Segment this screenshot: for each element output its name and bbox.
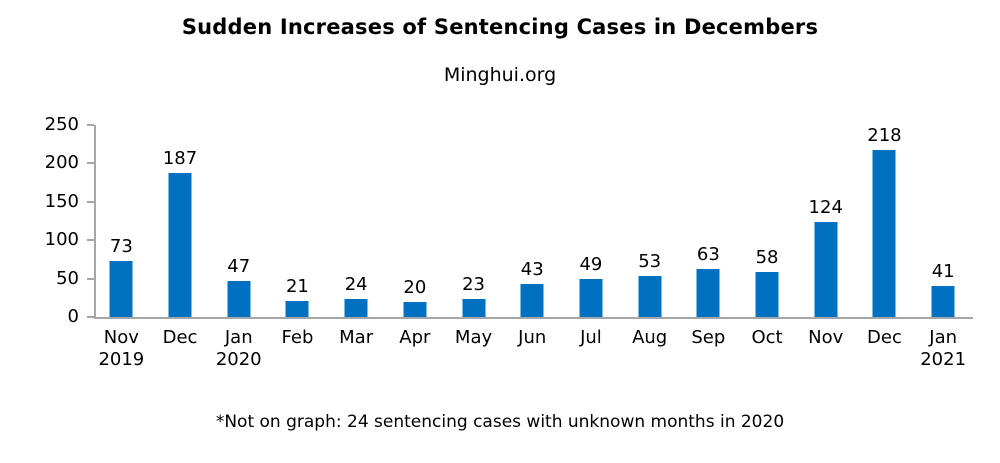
bar-column: 43 Jun <box>503 108 562 383</box>
x-axis-label-line: Aug <box>632 327 668 348</box>
bar <box>109 261 133 317</box>
bar-value-label: 218 <box>867 125 902 146</box>
x-axis-label-line: Jan <box>224 327 253 348</box>
bar-value-label: 47 <box>227 256 251 277</box>
chart-footnote: *Not on graph: 24 sentencing cases with … <box>215 412 785 432</box>
x-axis-label-line: Dec <box>162 327 198 348</box>
x-axis-label-line: 2019 <box>98 349 145 370</box>
x-axis-label-line: Oct <box>751 327 783 348</box>
y-axis-tick-label: 150 <box>44 190 79 212</box>
x-axis-label-line: Nov <box>808 327 844 348</box>
chart-title: Sudden Increases of Sentencing Cases in … <box>181 15 819 39</box>
bar-value-label: 41 <box>931 261 955 282</box>
x-axis-label: Nov 2019 <box>92 327 151 371</box>
y-axis-tick-label: 200 <box>44 152 79 174</box>
bar-column: 49 Jul <box>562 108 621 383</box>
bar-value-label: 20 <box>403 277 427 298</box>
bar-column: 24 Mar <box>327 108 386 383</box>
bar-column: 23 May <box>444 108 503 383</box>
x-axis-label-line: 2021 <box>920 349 967 370</box>
x-axis-label: Jan 2020 <box>209 327 268 371</box>
bar <box>755 272 779 317</box>
x-axis-label-line: Mar <box>339 327 374 348</box>
x-axis-label-line: Apr <box>399 327 431 348</box>
y-axis-tick-mark <box>87 316 94 318</box>
bar-column: 187 Dec <box>151 108 210 383</box>
bar-value-label: 124 <box>808 197 843 218</box>
bar-value-label: 73 <box>109 236 133 257</box>
bar <box>520 284 544 317</box>
bar-column: 124 Nov <box>796 108 855 383</box>
x-axis-label: Jan 2021 <box>914 327 973 371</box>
bar-value-label: 53 <box>638 251 662 272</box>
bar <box>931 286 955 317</box>
bar-value-label: 187 <box>162 148 198 169</box>
bar-column: 218 Dec <box>855 108 914 383</box>
y-axis-tick-mark <box>87 162 94 165</box>
bar-value-label: 49 <box>579 254 603 275</box>
x-axis-label-line: Sep <box>691 327 726 348</box>
x-axis-label: Jul <box>562 327 621 349</box>
x-axis-label: Aug <box>620 327 679 349</box>
y-axis-tick-mark <box>87 277 94 280</box>
x-axis-label: Dec <box>855 327 914 349</box>
x-axis-label-line: Feb <box>281 327 314 348</box>
bar-column: 41 Jan 2021 <box>914 108 973 383</box>
x-axis-label-line: Dec <box>867 327 902 348</box>
bar <box>638 276 662 317</box>
y-axis-tick-label: 250 <box>44 114 79 135</box>
x-axis-label-line: May <box>454 327 493 348</box>
bar-column: 20 Apr <box>386 108 445 383</box>
bar-value-label: 43 <box>520 259 544 280</box>
y-axis-tick-mark <box>87 124 94 126</box>
bar-value-label: 58 <box>755 247 779 268</box>
bar-value-label: 23 <box>462 274 485 295</box>
bar-column: 73 Nov 2019 <box>92 108 151 383</box>
x-axis-label-line: Jan <box>929 327 958 348</box>
bar <box>462 299 486 317</box>
bar <box>579 279 603 317</box>
bar-column: 58 Oct <box>738 108 797 383</box>
x-axis-label: May <box>444 327 503 349</box>
y-axis-tick-label: 0 <box>67 306 79 327</box>
x-axis-label-line: Jun <box>518 327 547 348</box>
bar-column: 47 Jan 2020 <box>209 108 268 383</box>
bar-column: 53 Aug <box>620 108 679 383</box>
bar-value-label: 63 <box>696 244 720 265</box>
x-axis-label: Oct <box>738 327 797 349</box>
bar <box>403 302 427 317</box>
x-axis-label: Apr <box>386 327 445 349</box>
x-axis-label-line: 2020 <box>215 349 262 370</box>
x-axis-label: Dec <box>151 327 210 349</box>
x-axis-line <box>94 317 973 319</box>
x-axis-label: Jun <box>503 327 562 349</box>
x-axis-label: Mar <box>327 327 386 349</box>
bar-value-label: 21 <box>285 276 309 297</box>
bar <box>227 281 251 317</box>
chart-subtitle: Minghui.org <box>443 64 557 86</box>
x-axis-label: Nov <box>796 327 855 349</box>
y-axis-tick-label: 100 <box>44 229 79 251</box>
bar-value-label: 24 <box>344 274 368 295</box>
bar <box>344 299 368 317</box>
x-axis-label-line: Nov <box>103 327 139 348</box>
x-axis-label-line: Jul <box>580 327 602 348</box>
y-axis-line <box>94 125 96 318</box>
bar <box>285 301 309 317</box>
y-axis-tick-label: 50 <box>56 267 79 289</box>
bar <box>168 173 192 317</box>
bar-column: 63 Sep <box>679 108 738 383</box>
bar-column: 21 Feb <box>268 108 327 383</box>
y-axis-tick-mark <box>87 239 94 242</box>
y-axis-tick-mark <box>87 200 94 203</box>
x-axis-label: Feb <box>268 327 327 349</box>
bar <box>696 269 720 317</box>
bar <box>872 150 896 317</box>
bar <box>814 222 838 317</box>
x-axis-label: Sep <box>679 327 738 349</box>
